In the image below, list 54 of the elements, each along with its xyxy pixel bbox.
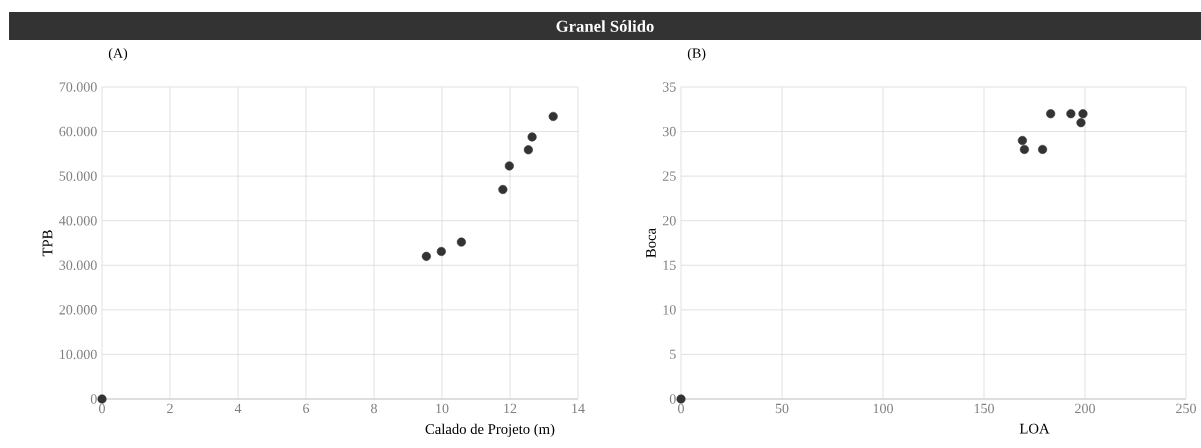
y-tick-label: 35 [662, 82, 676, 92]
point [498, 184, 508, 195]
x-tick-label: 10 [436, 403, 449, 414]
y-tick-label: 10.000 [60, 349, 97, 360]
point [436, 246, 446, 256]
point [527, 132, 537, 142]
text: (B) [687, 48, 706, 61]
x-tick-label: 150 [974, 403, 994, 414]
x-tick-label: 50 [775, 403, 789, 414]
point [421, 251, 431, 261]
y-tick-label: 25 [662, 171, 676, 181]
y-tick-label: 50.000 [59, 171, 97, 181]
x-axis-title: LOA [1019, 423, 1050, 434]
y-axis-title: TPB [42, 230, 53, 257]
y-tick-label: 70.000 [59, 82, 97, 92]
y-tick-label: 15 [663, 260, 676, 270]
point [1038, 144, 1048, 154]
y-tick-label: 60.000 [59, 126, 97, 137]
y-tick-label: 30.000 [59, 260, 97, 271]
x-tick-label: 14 [572, 403, 585, 413]
point [1046, 109, 1056, 119]
point [523, 145, 533, 155]
text: (A) [108, 48, 128, 61]
y-tick-label: 40.000 [59, 215, 97, 226]
y-tick-label: 0 [669, 394, 676, 404]
point [1078, 109, 1088, 119]
y-axis-title: Boca [646, 228, 656, 258]
point [456, 237, 466, 247]
x-tick-label: 100 [873, 403, 893, 414]
y-tick-label: 10 [663, 305, 676, 315]
x-tick-label: 200 [1075, 403, 1095, 414]
point [1076, 118, 1086, 128]
x-tick-label: 0 [678, 403, 684, 414]
point [548, 111, 558, 121]
y-tick-label: 5 [670, 349, 676, 360]
point [1019, 144, 1029, 154]
point [676, 394, 686, 404]
chart-title: Granel Sólido [556, 20, 654, 32]
point [504, 161, 514, 171]
y-tick-label: 30 [662, 126, 676, 137]
point [1017, 135, 1027, 146]
x-axis-title: Calado de Projeto (m) [425, 423, 555, 437]
point [97, 394, 107, 404]
x-tick-label: 12 [504, 403, 517, 413]
x-tick-label: 0 [99, 403, 105, 414]
point [1066, 109, 1076, 119]
y-tick-label: 20.000 [59, 305, 97, 315]
y-tick-label: 0 [90, 394, 97, 404]
y-tick-label: 20 [662, 215, 676, 226]
x-tick-label: 4 [234, 403, 242, 413]
x-tick-label: 2 [167, 403, 173, 413]
x-tick-label: 250 [1176, 403, 1196, 414]
x-tick-label: 6 [303, 403, 310, 414]
x-tick-label: 8 [371, 403, 377, 414]
